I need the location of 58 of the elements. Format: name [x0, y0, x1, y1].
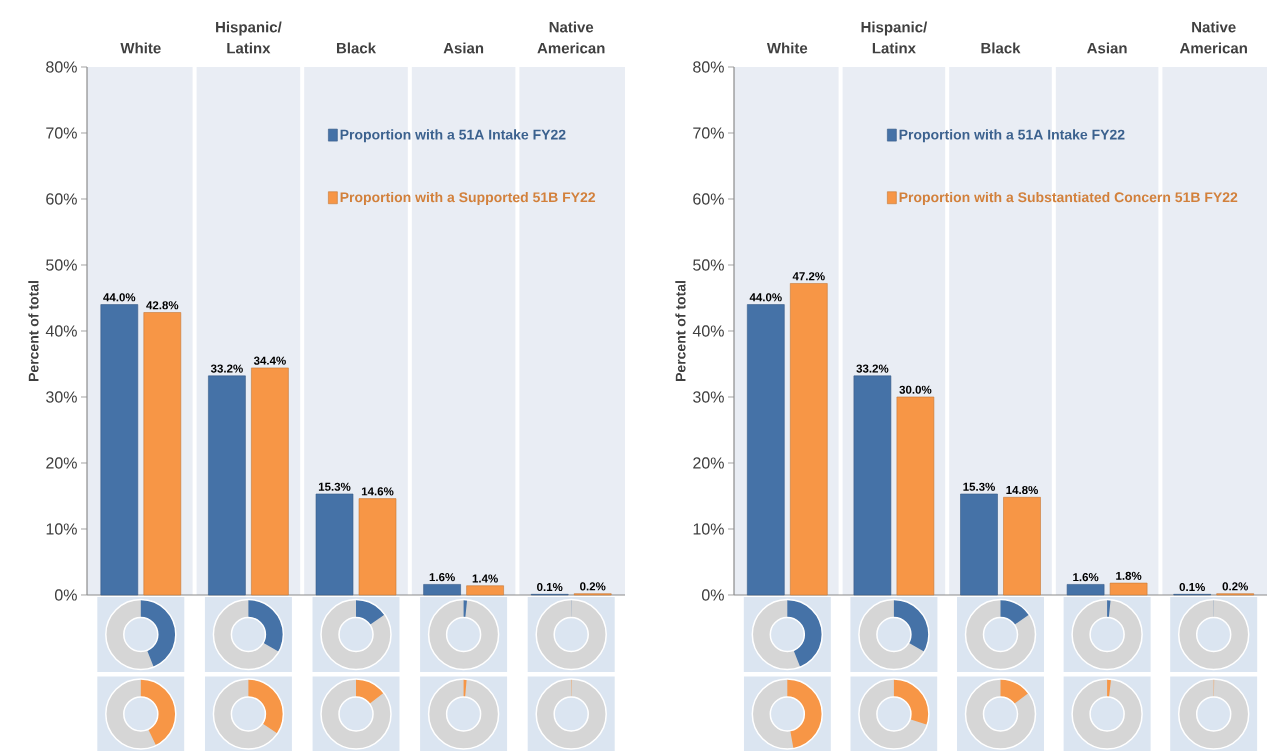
y-tick-label: 70%: [46, 127, 77, 139]
y-tick-label: 30%: [46, 391, 77, 403]
legend-label: Proportion with a 51A Intake FY22: [899, 129, 1125, 143]
data-label: 42.8%: [146, 301, 179, 310]
data-label: 0.2%: [1222, 582, 1248, 591]
y-tick-label: 10%: [46, 523, 77, 535]
x-tick-label: Black: [981, 42, 1021, 54]
x-tick-label: Black: [336, 42, 377, 54]
data-label: 0.2%: [580, 582, 606, 591]
y-tick-label: 10%: [693, 523, 724, 535]
data-label: 1.6%: [1073, 573, 1099, 582]
legend-label: Proportion with a Substantiated Concern 51B FY22: [899, 191, 1238, 205]
data-label: 44.0%: [749, 293, 782, 302]
data-label: 47.2%: [792, 272, 825, 281]
y-tick-label: 40%: [692, 325, 724, 337]
bar: [423, 584, 461, 596]
data-label: 15.3%: [318, 482, 351, 491]
y-tick-label: 0%: [54, 589, 77, 601]
y-tick-label: 20%: [693, 457, 724, 469]
x-tick-label: White: [766, 42, 808, 54]
bar: [466, 585, 504, 596]
data-label: 44.0%: [103, 293, 136, 302]
data-label: 14.6%: [361, 487, 394, 496]
x-tick-label: Hispanic/ Latinx: [861, 21, 928, 54]
data-label: 1.4%: [472, 574, 498, 583]
y-tick-label: 80%: [693, 61, 724, 73]
y-tick-label: 20%: [46, 457, 77, 469]
y-axis-title: Percent of total: [675, 281, 686, 381]
x-tick-label: Asian: [443, 42, 484, 54]
data-label: 0.1%: [1179, 582, 1205, 592]
data-label: 30.0%: [899, 385, 932, 394]
y-axis-title: Percent of total: [28, 281, 39, 381]
x-tick-label: Native American: [537, 21, 605, 54]
bar: [1066, 584, 1105, 596]
y-tick-label: 50%: [693, 259, 724, 271]
data-label: 33.2%: [210, 364, 243, 373]
data-label: 33.2%: [856, 364, 889, 373]
data-label: 34.4%: [253, 356, 286, 365]
legend-label: Proportion with a Supported 51B FY22: [340, 191, 596, 205]
y-tick-label: 60%: [693, 193, 724, 205]
y-tick-label: 0%: [701, 589, 724, 601]
x-tick-label: Asian: [1087, 42, 1127, 54]
y-tick-label: 40%: [45, 325, 77, 337]
data-label: 1.6%: [429, 573, 455, 582]
data-label: 0.1%: [537, 582, 563, 592]
legend-label: Proportion with a 51A Intake FY22: [340, 129, 566, 143]
bar: [1109, 582, 1148, 596]
y-tick-label: 30%: [693, 391, 724, 403]
x-tick-label: Hispanic/ Latinx: [216, 21, 282, 54]
data-label: 14.8%: [1006, 485, 1038, 495]
y-tick-label: 50%: [46, 259, 77, 271]
y-tick-label: 60%: [46, 193, 77, 205]
y-tick-label: 80%: [46, 61, 77, 73]
x-tick-label: White: [120, 42, 161, 54]
data-label: 1.8%: [1116, 571, 1142, 580]
data-label: 15.3%: [963, 482, 995, 491]
y-tick-label: 70%: [693, 127, 724, 139]
x-tick-label: Native American: [1179, 21, 1247, 54]
